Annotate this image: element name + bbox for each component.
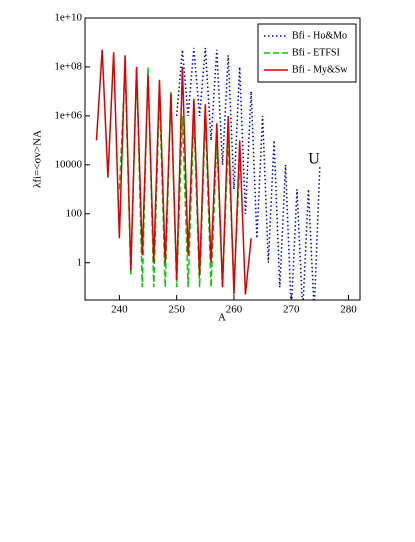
x-tick-label: 250 — [168, 304, 185, 316]
plot-area — [95, 47, 321, 300]
y-axis-label: λfi=<σv>NA — [32, 130, 44, 188]
legend-label: Bfi - Ho&Mo — [292, 30, 347, 41]
legend-box — [257, 23, 357, 83]
y-tick-label: 10000 — [55, 158, 83, 170]
series-line — [175, 47, 321, 300]
y-tick-label: 1e+06 — [54, 109, 82, 121]
y-tick-label: 100 — [66, 207, 83, 219]
legend-label: Bfi - ETFSI — [292, 47, 340, 58]
x-tick-label: 280 — [340, 304, 357, 316]
x-tick-label: 240 — [111, 304, 128, 316]
y-tick-label: 1e+08 — [54, 60, 82, 72]
x-tick-label: 260 — [226, 304, 243, 316]
y-tick-label: 1e+10 — [54, 12, 82, 24]
y-tick-label: 1 — [77, 256, 83, 268]
plot-frame — [84, 17, 361, 301]
x-tick-label: 270 — [283, 304, 300, 316]
x-axis-label: A — [218, 312, 226, 324]
annotation: U — [308, 151, 320, 168]
legend-label: Bfi - My&Sw — [292, 64, 348, 75]
series-line — [95, 49, 252, 295]
